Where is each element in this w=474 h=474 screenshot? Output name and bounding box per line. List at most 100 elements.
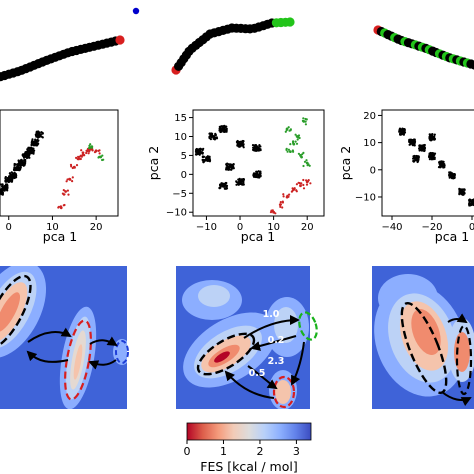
chain-bead (469, 60, 474, 70)
scatter-point (208, 136, 211, 139)
scatter-point (32, 147, 35, 150)
scatter-point (302, 183, 305, 187)
scatter-point (23, 163, 26, 166)
scatter-point (440, 160, 443, 163)
scatter-point (18, 168, 22, 171)
scatter-point (70, 165, 73, 168)
scatter-point (253, 175, 256, 178)
scatter-point (256, 173, 259, 176)
scatter-point (21, 161, 24, 164)
scatter-point (201, 159, 205, 162)
x-tick-label: −10 (196, 222, 217, 233)
scatter-point (433, 152, 437, 155)
scatter-point (91, 149, 94, 152)
scatter-point (458, 191, 461, 194)
scatter-point (224, 125, 227, 128)
scatter-point (40, 131, 43, 134)
chain-panel-right (373, 25, 474, 70)
y-ticks: −10 −5 0 5 10 15 (166, 113, 193, 219)
scatter-point (240, 178, 243, 181)
x-axis-label: pca 1 (241, 229, 275, 244)
scatter-point (226, 162, 229, 165)
scatter-point (236, 139, 239, 143)
scatter-point (298, 136, 301, 140)
scatter-point (1, 184, 4, 187)
plot-frame (0, 109, 119, 217)
fes-arrows (26, 327, 118, 370)
scatter-point (13, 164, 16, 167)
colorbar-tick-label: 1 (220, 445, 227, 458)
x-tick-label: 20 (90, 222, 103, 233)
scatter-point (254, 147, 257, 150)
scatter-point (57, 205, 61, 208)
scatter-point (403, 131, 406, 134)
fes-minima-outlines (196, 311, 318, 409)
scatter-point (28, 156, 31, 159)
fes-contours (0, 266, 127, 409)
plot-frame (381, 109, 474, 217)
scatter-point (202, 155, 205, 158)
scatter-point (430, 138, 433, 141)
scatter-point (6, 177, 9, 181)
scatter-point (80, 149, 83, 152)
x-ticks: 0 10 20 (6, 216, 103, 233)
scatter-point (418, 149, 422, 152)
scatter-point (296, 138, 299, 141)
scatter-point (305, 183, 309, 186)
y-tick-label: 15 (174, 113, 187, 124)
scatter-point (470, 202, 473, 206)
stray-blue-point (132, 7, 140, 15)
scatter-point (102, 158, 105, 161)
scatter-point (219, 130, 222, 133)
scatter-point (242, 178, 245, 181)
scatter-point (468, 204, 471, 207)
scatter-point (97, 156, 100, 159)
scatter-point (242, 146, 245, 149)
scatter-point (224, 184, 227, 187)
chain-bead (115, 35, 125, 45)
scatter-point (432, 154, 435, 157)
scatter-point (238, 179, 241, 182)
scatter-point (3, 189, 6, 192)
scatter-point (295, 183, 298, 186)
scatter-point (89, 146, 92, 149)
pca-right-points (398, 127, 474, 207)
scatter-point (23, 155, 27, 159)
scatter-point (289, 128, 292, 131)
scatter-point (461, 188, 465, 191)
scatter-point (6, 185, 9, 188)
scatter-point (413, 138, 416, 141)
scatter-point (290, 190, 293, 193)
scatter-point (63, 203, 66, 207)
scatter-point (237, 181, 240, 184)
barrier-label: 0.5 (249, 368, 266, 379)
scatter-point (431, 133, 434, 136)
scatter-point (430, 135, 433, 138)
colorbar-gradient (186, 422, 312, 441)
scatter-point (213, 136, 216, 140)
scatter-point (73, 166, 76, 169)
scatter-point (438, 161, 441, 164)
scatter-point (452, 173, 456, 176)
scatter-point (75, 164, 79, 167)
scatter-point (294, 133, 297, 136)
scatter-point (458, 193, 461, 196)
scatter-point (429, 138, 432, 142)
scatter-point (452, 177, 455, 180)
scatter-point (209, 133, 212, 136)
scatter-point (239, 181, 242, 184)
y-tick-label: −5 (172, 189, 187, 200)
scatter-point (259, 170, 262, 173)
scatter-point (214, 132, 217, 135)
scatter-point (99, 156, 102, 159)
scatter-point (449, 175, 452, 178)
scatter-point (403, 128, 406, 131)
y-tick-label: −10 (355, 192, 376, 203)
scatter-point (226, 166, 229, 170)
scatter-point (257, 149, 260, 152)
scatter-point (468, 198, 471, 201)
colorbar-ticks: 0 1 2 3 (184, 440, 300, 458)
scatter-point (85, 149, 88, 152)
scatter-point (292, 140, 295, 143)
